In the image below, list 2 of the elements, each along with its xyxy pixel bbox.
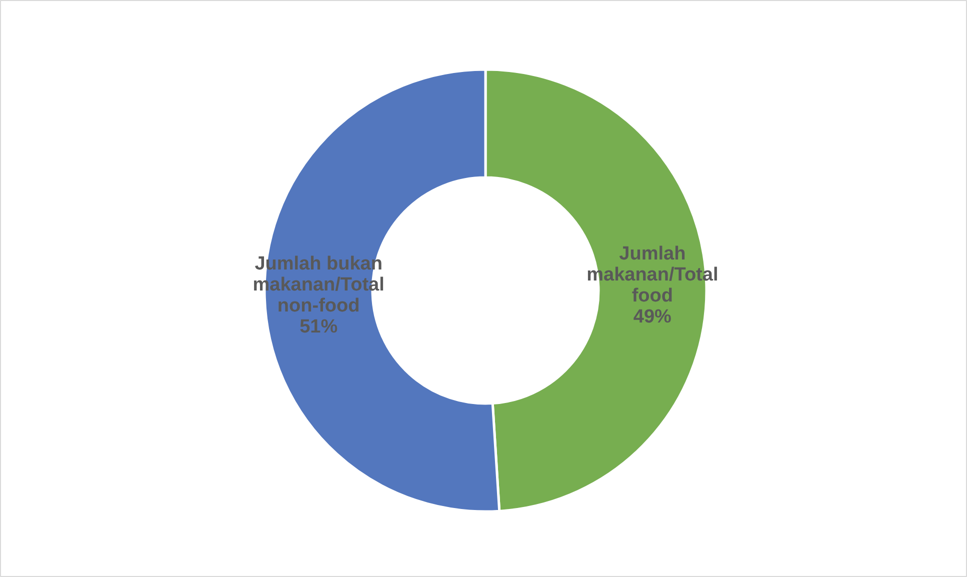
data-label: 51%: [300, 316, 338, 338]
data-label: 49%: [633, 306, 672, 328]
